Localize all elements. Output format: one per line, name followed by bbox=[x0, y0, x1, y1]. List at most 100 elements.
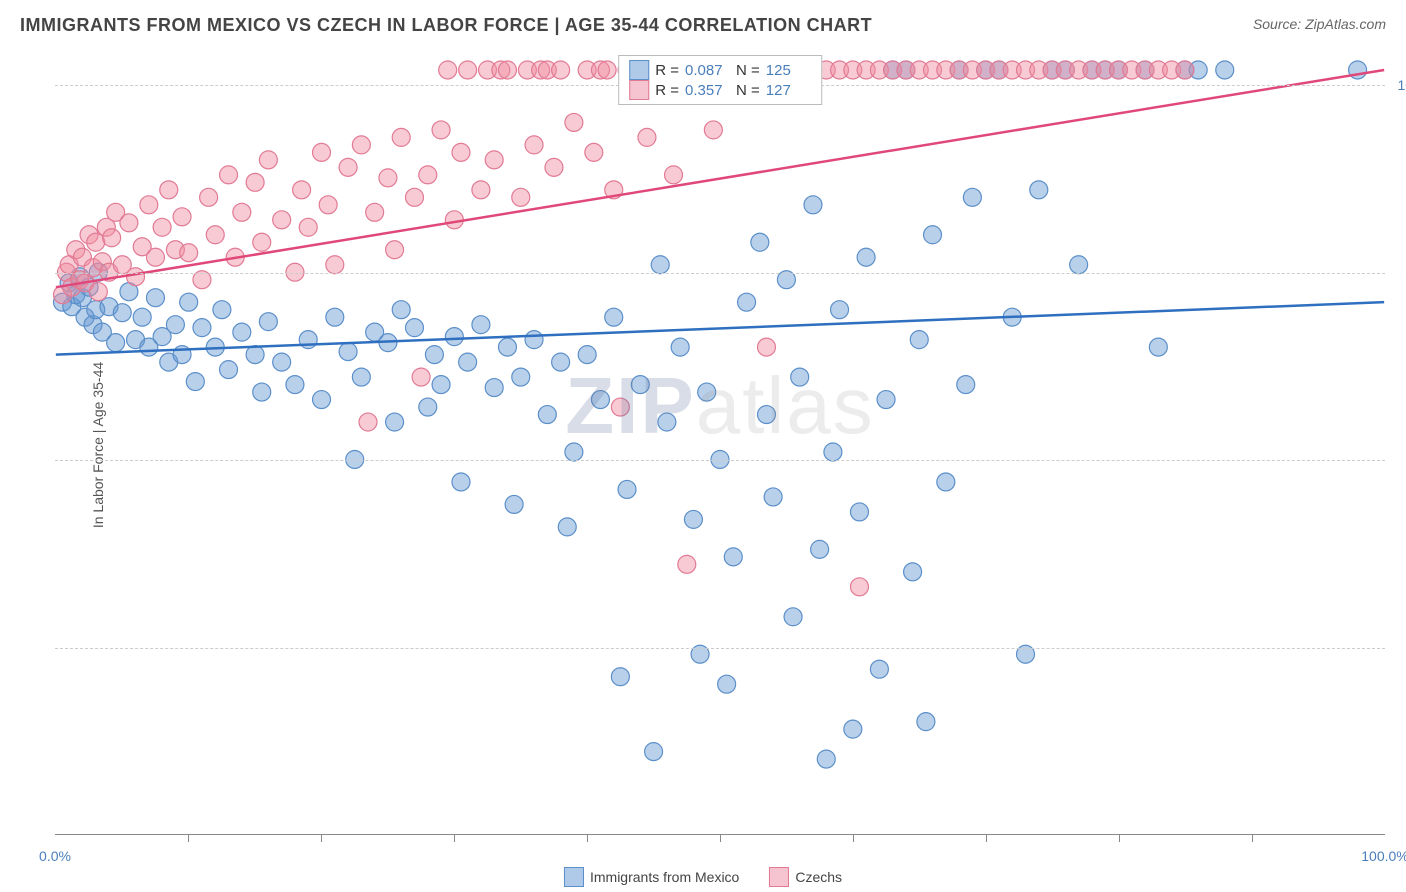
data-point bbox=[445, 328, 463, 346]
data-point bbox=[193, 319, 211, 337]
data-point bbox=[107, 334, 125, 352]
data-point bbox=[472, 316, 490, 334]
data-point bbox=[452, 473, 470, 491]
source-credit: Source: ZipAtlas.com bbox=[1253, 16, 1386, 34]
data-point bbox=[605, 308, 623, 326]
data-point bbox=[273, 211, 291, 229]
grid-line bbox=[55, 648, 1385, 649]
data-point bbox=[246, 173, 264, 191]
data-point bbox=[658, 413, 676, 431]
n-value: 125 bbox=[766, 62, 811, 79]
data-point bbox=[857, 248, 875, 266]
data-point bbox=[963, 188, 981, 206]
data-point bbox=[598, 61, 616, 79]
data-point bbox=[698, 383, 716, 401]
data-point bbox=[538, 406, 556, 424]
data-point bbox=[525, 331, 543, 349]
data-point bbox=[611, 668, 629, 686]
data-point bbox=[259, 313, 277, 331]
data-point bbox=[957, 376, 975, 394]
data-point bbox=[831, 301, 849, 319]
data-point bbox=[1216, 61, 1234, 79]
data-point bbox=[180, 244, 198, 262]
data-point bbox=[1070, 256, 1088, 274]
legend-swatch bbox=[564, 867, 584, 887]
data-point bbox=[153, 218, 171, 236]
x-tick bbox=[720, 834, 721, 842]
data-point bbox=[525, 136, 543, 154]
chart-plot-area: In Labor Force | Age 35-44 ZIPatlas R =0… bbox=[55, 55, 1385, 835]
legend-swatch bbox=[769, 867, 789, 887]
data-point bbox=[618, 480, 636, 498]
n-value: 127 bbox=[766, 82, 811, 99]
data-point bbox=[140, 196, 158, 214]
legend-swatch bbox=[629, 60, 649, 80]
data-point bbox=[352, 368, 370, 386]
data-point bbox=[419, 398, 437, 416]
legend-bottom: Immigrants from Mexico Czechs bbox=[564, 867, 842, 887]
data-point bbox=[671, 338, 689, 356]
data-point bbox=[180, 293, 198, 311]
data-point bbox=[791, 368, 809, 386]
data-point bbox=[392, 128, 410, 146]
data-point bbox=[246, 346, 264, 364]
data-point bbox=[505, 495, 523, 513]
data-point bbox=[133, 308, 151, 326]
data-point bbox=[253, 383, 271, 401]
x-tick bbox=[1252, 834, 1253, 842]
data-point bbox=[313, 391, 331, 409]
data-point bbox=[645, 743, 663, 761]
data-point bbox=[120, 214, 138, 232]
data-point bbox=[127, 268, 145, 286]
x-tick-label: 0.0% bbox=[39, 848, 71, 864]
legend-item: Immigrants from Mexico bbox=[564, 867, 739, 887]
data-point bbox=[877, 391, 895, 409]
data-point bbox=[585, 143, 603, 161]
data-point bbox=[485, 379, 503, 397]
data-point bbox=[439, 61, 457, 79]
data-point bbox=[160, 181, 178, 199]
data-point bbox=[412, 368, 430, 386]
data-point bbox=[87, 233, 105, 251]
data-point bbox=[173, 208, 191, 226]
data-point bbox=[366, 203, 384, 221]
trend-line bbox=[56, 302, 1384, 354]
data-point bbox=[379, 169, 397, 187]
data-point bbox=[392, 301, 410, 319]
data-point bbox=[718, 675, 736, 693]
data-point bbox=[406, 319, 424, 337]
data-point bbox=[432, 121, 450, 139]
r-value: 0.357 bbox=[685, 82, 730, 99]
legend-label: Immigrants from Mexico bbox=[590, 869, 739, 885]
data-point bbox=[386, 241, 404, 259]
data-point bbox=[485, 151, 503, 169]
data-point bbox=[850, 578, 868, 596]
data-point bbox=[704, 121, 722, 139]
data-point bbox=[319, 196, 337, 214]
chart-title: IMMIGRANTS FROM MEXICO VS CZECH IN LABOR… bbox=[20, 15, 872, 36]
grid-line bbox=[55, 460, 1385, 461]
data-point bbox=[253, 233, 271, 251]
data-point bbox=[512, 368, 530, 386]
data-point bbox=[804, 196, 822, 214]
data-point bbox=[352, 136, 370, 154]
data-point bbox=[220, 166, 238, 184]
data-point bbox=[512, 188, 530, 206]
data-point bbox=[784, 608, 802, 626]
data-point bbox=[565, 443, 583, 461]
n-label: N = bbox=[736, 62, 760, 79]
data-point bbox=[1030, 181, 1048, 199]
legend-item: Czechs bbox=[769, 867, 842, 887]
data-point bbox=[817, 750, 835, 768]
data-point bbox=[293, 181, 311, 199]
x-tick bbox=[188, 834, 189, 842]
data-point bbox=[459, 353, 477, 371]
x-tick bbox=[853, 834, 854, 842]
r-value: 0.087 bbox=[685, 62, 730, 79]
data-point bbox=[870, 660, 888, 678]
data-point bbox=[751, 233, 769, 251]
data-point bbox=[724, 548, 742, 566]
data-point bbox=[850, 503, 868, 521]
data-point bbox=[113, 304, 131, 322]
data-point bbox=[425, 346, 443, 364]
